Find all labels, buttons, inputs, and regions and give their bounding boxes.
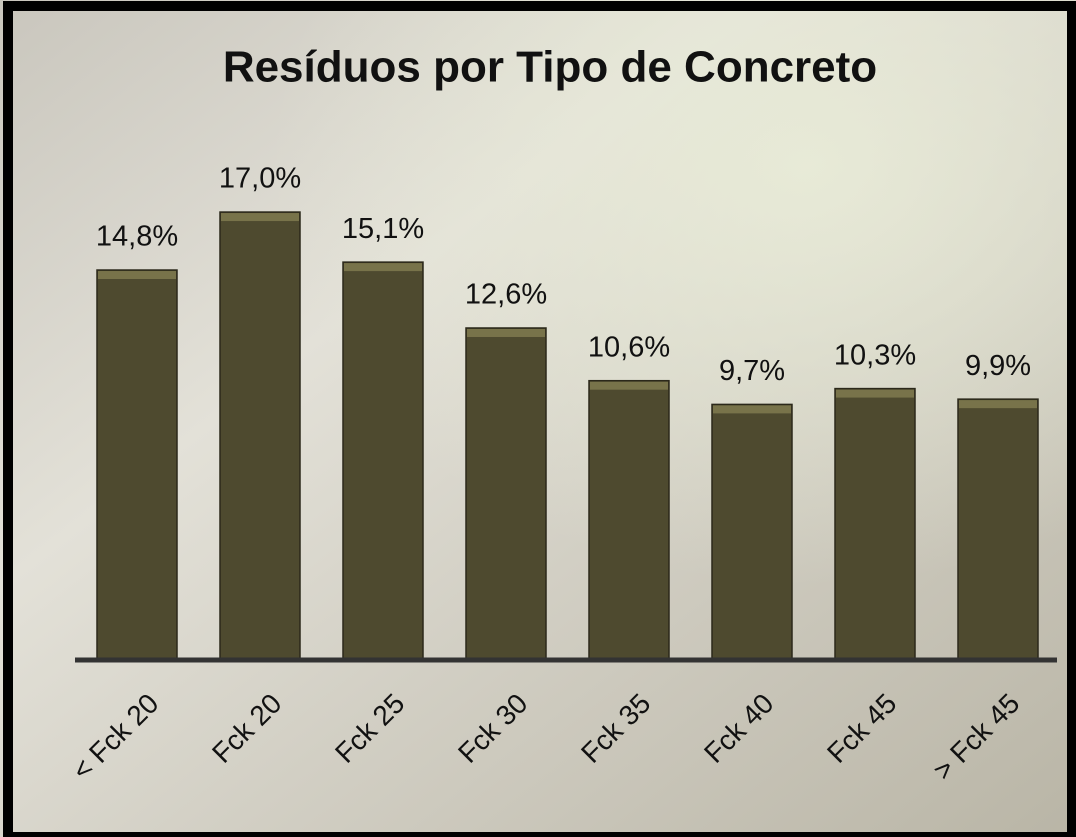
value-label: 17,0%: [219, 163, 301, 195]
bar-bevel: [98, 271, 176, 279]
bar-bevel: [590, 382, 668, 390]
bar: [466, 328, 546, 660]
value-label: 12,6%: [465, 279, 547, 311]
bar-bevel: [959, 400, 1037, 408]
bar: [589, 381, 669, 660]
bar: [958, 399, 1038, 660]
bar: [712, 404, 792, 660]
bar-bevel: [221, 213, 299, 221]
value-label: 10,3%: [834, 339, 916, 371]
chart: Resíduos por Tipo de Concreto 14,8%< Fck…: [0, 0, 1076, 837]
bar-bevel: [836, 390, 914, 398]
bar-bevel: [467, 329, 545, 337]
chart-title: Resíduos por Tipo de Concreto: [223, 43, 877, 92]
value-label: 9,9%: [965, 350, 1031, 382]
value-label: 15,1%: [342, 213, 424, 245]
bar: [343, 262, 423, 660]
bar-bevel: [713, 405, 791, 413]
bar: [97, 270, 177, 660]
bar: [220, 212, 300, 660]
bar: [835, 389, 915, 660]
bar-bevel: [344, 263, 422, 271]
value-label: 14,8%: [96, 221, 178, 253]
page: {"chart_data": {"type": "bar", "title": …: [0, 0, 1076, 837]
value-label: 10,6%: [588, 331, 670, 363]
value-label: 9,7%: [719, 355, 785, 387]
